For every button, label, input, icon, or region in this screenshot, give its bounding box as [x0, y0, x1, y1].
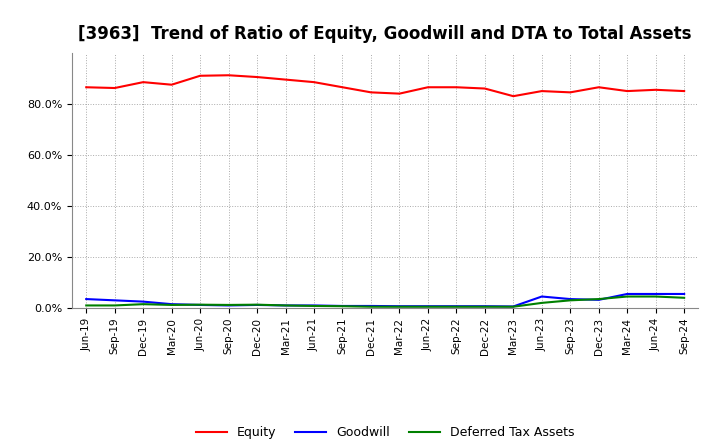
- Line: Equity: Equity: [86, 75, 684, 96]
- Equity: [196, 73, 204, 78]
- Goodwill: [225, 303, 233, 308]
- Equity: [225, 73, 233, 78]
- Goodwill: [366, 303, 375, 308]
- Deferred Tax Assets: [509, 304, 518, 309]
- Equity: [480, 86, 489, 91]
- Equity: [509, 94, 518, 99]
- Equity: [282, 77, 290, 82]
- Goodwill: [196, 302, 204, 308]
- Deferred Tax Assets: [537, 300, 546, 305]
- Deferred Tax Assets: [196, 302, 204, 307]
- Equity: [452, 84, 461, 90]
- Deferred Tax Assets: [139, 301, 148, 307]
- Equity: [139, 80, 148, 85]
- Goodwill: [310, 303, 318, 308]
- Deferred Tax Assets: [423, 304, 432, 309]
- Line: Goodwill: Goodwill: [86, 294, 684, 307]
- Deferred Tax Assets: [253, 302, 261, 307]
- Equity: [167, 82, 176, 87]
- Equity: [423, 84, 432, 90]
- Goodwill: [395, 304, 404, 309]
- Legend: Equity, Goodwill, Deferred Tax Assets: Equity, Goodwill, Deferred Tax Assets: [191, 422, 580, 440]
- Equity: [110, 85, 119, 91]
- Goodwill: [595, 297, 603, 302]
- Deferred Tax Assets: [282, 303, 290, 308]
- Title: [3963]  Trend of Ratio of Equity, Goodwill and DTA to Total Assets: [3963] Trend of Ratio of Equity, Goodwil…: [78, 25, 692, 43]
- Goodwill: [423, 304, 432, 309]
- Equity: [253, 74, 261, 80]
- Goodwill: [452, 304, 461, 309]
- Deferred Tax Assets: [366, 304, 375, 309]
- Goodwill: [623, 291, 631, 297]
- Deferred Tax Assets: [452, 304, 461, 309]
- Goodwill: [509, 304, 518, 309]
- Equity: [537, 88, 546, 94]
- Equity: [338, 84, 347, 90]
- Goodwill: [110, 298, 119, 303]
- Goodwill: [282, 303, 290, 308]
- Goodwill: [82, 297, 91, 302]
- Deferred Tax Assets: [395, 304, 404, 309]
- Equity: [680, 88, 688, 94]
- Equity: [595, 84, 603, 90]
- Deferred Tax Assets: [623, 294, 631, 299]
- Equity: [566, 90, 575, 95]
- Deferred Tax Assets: [82, 303, 91, 308]
- Equity: [623, 88, 631, 94]
- Equity: [82, 84, 91, 90]
- Goodwill: [253, 302, 261, 308]
- Line: Deferred Tax Assets: Deferred Tax Assets: [86, 297, 684, 307]
- Deferred Tax Assets: [652, 294, 660, 299]
- Goodwill: [338, 303, 347, 308]
- Goodwill: [680, 291, 688, 297]
- Equity: [366, 90, 375, 95]
- Deferred Tax Assets: [310, 303, 318, 308]
- Equity: [652, 87, 660, 92]
- Deferred Tax Assets: [680, 295, 688, 301]
- Goodwill: [480, 304, 489, 309]
- Deferred Tax Assets: [595, 297, 603, 302]
- Goodwill: [167, 301, 176, 307]
- Equity: [310, 80, 318, 85]
- Deferred Tax Assets: [110, 303, 119, 308]
- Goodwill: [566, 297, 575, 302]
- Deferred Tax Assets: [566, 298, 575, 303]
- Goodwill: [537, 294, 546, 299]
- Deferred Tax Assets: [225, 302, 233, 308]
- Equity: [395, 91, 404, 96]
- Goodwill: [652, 291, 660, 297]
- Goodwill: [139, 299, 148, 304]
- Deferred Tax Assets: [167, 302, 176, 308]
- Deferred Tax Assets: [480, 304, 489, 309]
- Deferred Tax Assets: [338, 304, 347, 309]
